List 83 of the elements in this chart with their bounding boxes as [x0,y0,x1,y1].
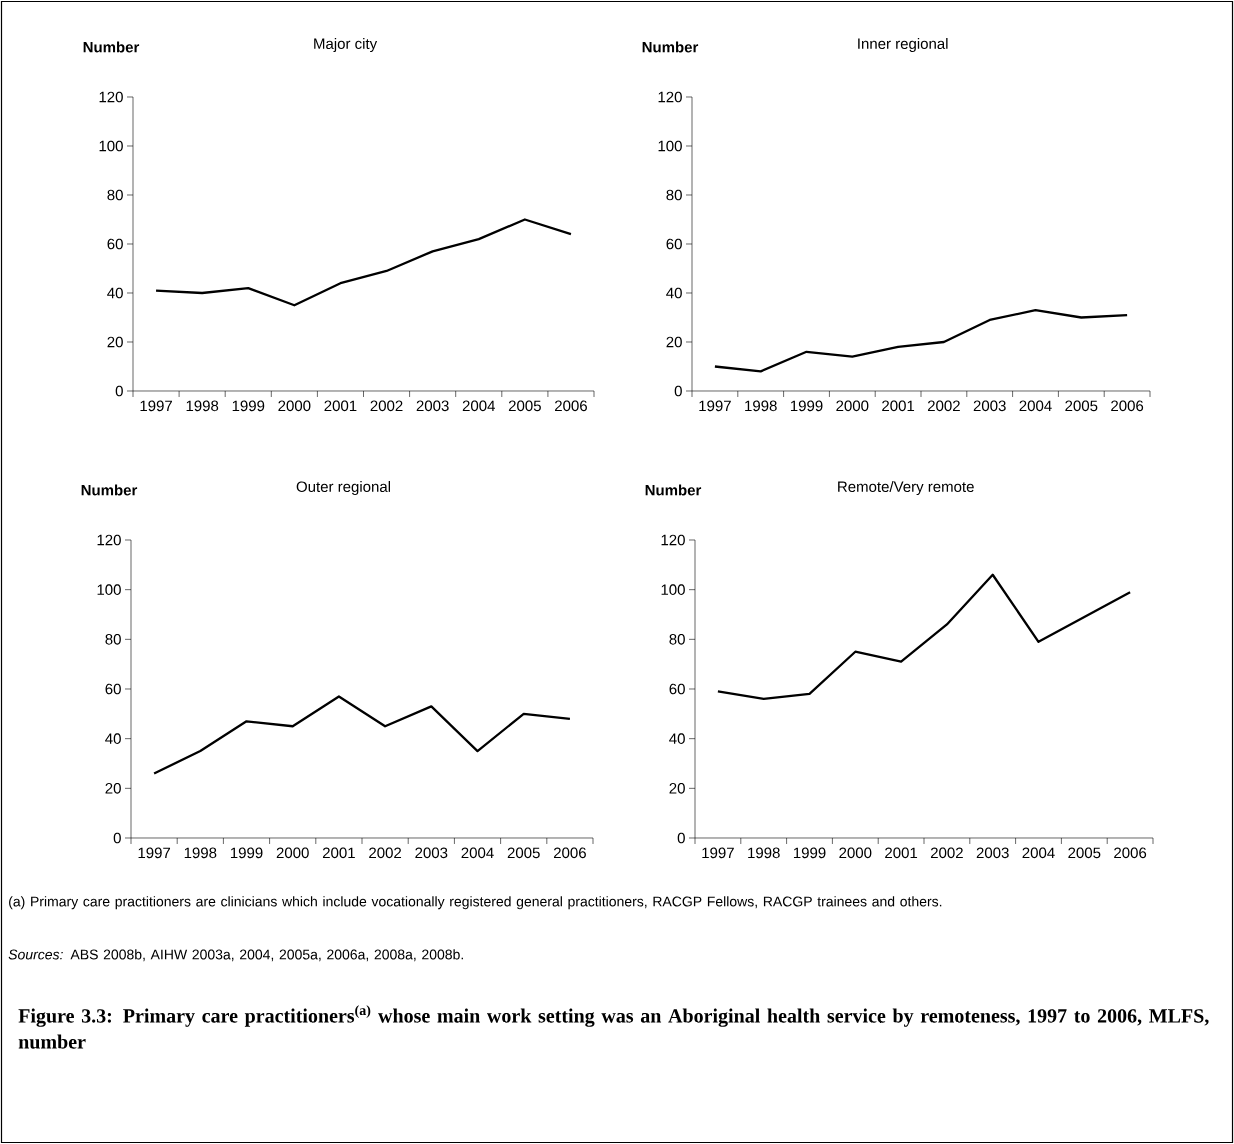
y-tick-label: 40 [669,733,685,744]
x-tick-label: 1998 [748,847,780,859]
x-tick-label: 2005 [1065,400,1098,412]
y-tick-label: 40 [666,287,682,299]
y-tick-label: 0 [115,385,123,397]
x-tick-label: 1999 [232,400,265,412]
x-tick-label: 2001 [882,400,915,412]
y-axis-title: Number [81,484,138,496]
x-tick-label: 2000 [836,400,869,412]
y-tick-label: 60 [105,683,121,695]
x-tick-label: 2005 [507,847,540,859]
y-tick-label: 120 [99,91,123,103]
x-tick-label: 2000 [276,847,309,859]
x-tick-label: 1999 [790,400,823,412]
y-tick-label: 80 [105,634,121,645]
x-tick-label: 2000 [278,400,311,412]
x-tick-label: 2005 [1068,847,1101,859]
y-tick-label: 60 [666,238,682,250]
y-tick-label: 60 [669,683,685,695]
y-tick-label: 40 [107,287,123,299]
x-tick-label: 2006 [1111,400,1144,412]
x-tick-label: 2001 [322,847,355,859]
chart-title: Remote/Very remote [838,481,974,495]
x-tick-label: 1997 [140,400,172,412]
x-tick-label: 2005 [508,400,541,412]
y-tick-label: 120 [658,91,682,103]
y-tick-label: 100 [99,140,123,152]
x-tick-label: 1998 [186,400,219,412]
y-axis-title: Number [83,41,140,53]
y-tick-label: 20 [105,783,121,794]
x-tick-label: 1998 [745,400,777,412]
line-series [713,308,1129,373]
text: Figure 3.3: Primary care practitioners$^{(a)}$ whose main work setting was an Aboriginal health service by remoteness, 1997 to 2006, MLFS, number [18,1005,1209,1049]
chart-title: Major city [314,38,378,52]
x-tick-label: 1998 [184,847,217,859]
y-axis-title: Number [645,484,702,496]
x-tick-label: 2002 [927,400,960,412]
y-tick-label: 20 [107,336,123,348]
line-series [716,573,1132,701]
y-tick-label: 80 [666,189,682,201]
y-tick-label: 0 [674,385,682,397]
y-tick-label: 0 [113,832,121,844]
y-tick-label: 100 [97,584,121,595]
line-series [154,218,573,307]
y-tick-label: 80 [107,189,123,201]
text: (a) Primary care practitioners are clinicians which include vocationally registered general practitioners, RACGP Fellows, RACGP trainees and others. [9,896,942,910]
x-tick-label: 1999 [793,847,826,859]
x-tick-label: 2001 [324,400,357,412]
y-tick-label: 100 [661,584,685,595]
text: Sources: ABS 2008b, AIHW 2003a, 2004, 2005a, 2006a, 2008a, 2008b. [8,949,463,962]
y-tick-label: 100 [658,140,682,152]
y-tick-label: 0 [677,832,685,844]
x-tick-label: 2004 [462,400,495,412]
x-tick-label: 2006 [555,400,587,412]
x-tick-label: 2003 [973,400,1006,412]
y-tick-label: 60 [107,238,123,250]
x-tick-label: 2003 [415,847,448,859]
x-tick-label: 2002 [369,847,402,859]
x-tick-label: 2006 [1114,847,1147,859]
y-tick-label: 40 [105,733,121,744]
y-axis-title: Number [642,41,699,53]
x-tick-label: 2004 [1022,847,1055,859]
x-tick-label: 2000 [839,847,872,859]
y-tick-label: 120 [97,534,121,546]
x-tick-label: 2003 [976,847,1009,859]
x-tick-label: 1999 [230,847,263,859]
x-tick-label: 2001 [885,847,918,859]
x-tick-label: 2003 [416,400,449,412]
x-tick-label: 1997 [702,847,734,859]
y-tick-label: 20 [666,336,682,348]
y-tick-label: 120 [661,534,685,546]
x-tick-label: 2006 [553,847,586,859]
x-tick-label: 2004 [461,847,494,859]
x-tick-label: 2002 [930,847,963,859]
x-tick-label: 2004 [1019,400,1052,412]
y-tick-label: 80 [669,634,685,645]
x-tick-label: 1997 [138,847,171,859]
y-tick-label: 20 [669,783,685,794]
chart-title: Outer regional [296,481,391,495]
x-tick-label: 1997 [699,400,731,412]
chart-title: Inner regional [858,38,948,52]
line-series [152,695,572,775]
x-tick-label: 2002 [370,400,403,412]
